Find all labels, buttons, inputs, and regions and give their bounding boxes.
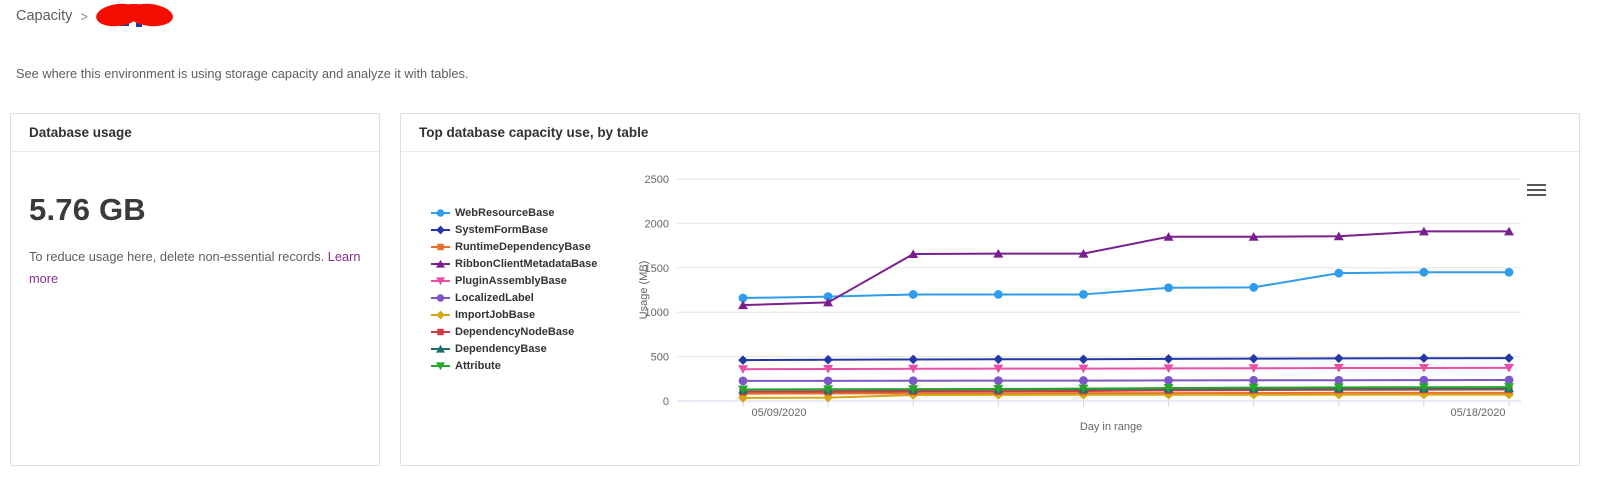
svg-text:1500: 1500: [645, 263, 669, 275]
triangle-marker-icon: [431, 344, 450, 353]
triangle-down-marker-icon: [431, 361, 450, 370]
legend-label: RibbonClientMetadataBase: [455, 257, 598, 270]
legend-item-DependencyBase[interactable]: DependencyBase: [431, 340, 597, 357]
square-marker-icon: [431, 243, 450, 250]
svg-text:500: 500: [651, 352, 669, 364]
svg-text:Day in range: Day in range: [1080, 421, 1142, 433]
triangle-marker-icon: [431, 259, 450, 268]
svg-text:1000: 1000: [645, 307, 669, 319]
breadcrumb-separator-icon: >: [80, 8, 89, 24]
redaction-scribble-icon: [96, 3, 173, 27]
legend-item-LocalizedLabel[interactable]: LocalizedLabel: [431, 289, 597, 306]
learn-more-link[interactable]: Learn more: [29, 249, 361, 287]
triangle-down-marker-icon: [431, 276, 450, 285]
legend-label: ImportJobBase: [455, 308, 536, 321]
square-marker-icon: [431, 328, 450, 335]
circle-marker-icon: [431, 208, 450, 217]
redacted-environment-name: [96, 3, 174, 29]
database-usage-value: 5.76 GB: [29, 192, 146, 227]
svg-text:05/09/2020: 05/09/2020: [751, 407, 806, 419]
legend-label: WebResourceBase: [455, 206, 555, 219]
breadcrumb: Capacity >: [16, 3, 174, 29]
chart-card: Top database capacity use, by table 0 500…: [400, 113, 1580, 466]
svg-text:05/18/2020: 05/18/2020: [1450, 407, 1505, 419]
hamburger-icon: [1527, 183, 1546, 187]
svg-text:Usage (MB): Usage (MB): [638, 261, 650, 320]
chart-context-menu-button[interactable]: [1525, 180, 1549, 200]
legend-label: Attribute: [455, 359, 501, 372]
legend-label: RuntimeDependencyBase: [455, 240, 591, 253]
database-usage-card: Database usage 5.76 GB To reduce usage h…: [10, 113, 380, 466]
legend-label: SystemFormBase: [455, 223, 548, 236]
breadcrumb-capacity-link[interactable]: Capacity: [16, 8, 73, 24]
line-chart-plot: 0 500 1000 1500 2000 2500 05/09/2020 05/18/2020…: [638, 174, 1521, 433]
capacity-chart: 0 500 1000 1500 2000 2500 05/09/2020 05/18/2020…: [401, 152, 1579, 465]
page-description: See where this environment is using stor…: [16, 66, 469, 81]
legend-item-DependencyNodeBase[interactable]: DependencyNodeBase: [431, 323, 597, 340]
legend-item-PluginAssemblyBase[interactable]: PluginAssemblyBase: [431, 272, 597, 289]
chart-card-title: Top database capacity use, by table: [401, 114, 1579, 152]
legend-item-Attribute[interactable]: Attribute: [431, 357, 597, 374]
database-usage-description: To reduce usage here, delete non-essenti…: [29, 246, 371, 291]
legend-item-SystemFormBase[interactable]: SystemFormBase: [431, 221, 597, 238]
circle-marker-icon: [431, 293, 450, 302]
legend-label: LocalizedLabel: [455, 291, 534, 304]
diamond-marker-icon: [431, 225, 450, 234]
chart-legend: WebResourceBase SystemFormBase RuntimeDepe…: [431, 204, 597, 374]
legend-label: DependencyBase: [455, 342, 547, 355]
legend-item-WebResourceBase[interactable]: WebResourceBase: [431, 204, 597, 221]
svg-text:2500: 2500: [645, 174, 669, 186]
legend-label: PluginAssemblyBase: [455, 274, 567, 287]
usage-description-text: To reduce usage here, delete non-essenti…: [29, 249, 325, 264]
legend-item-ImportJobBase[interactable]: ImportJobBase: [431, 306, 597, 323]
legend-label: DependencyNodeBase: [455, 325, 575, 338]
svg-text:0: 0: [663, 396, 669, 408]
legend-item-RibbonClientMetadataBase[interactable]: RibbonClientMetadataBase: [431, 255, 597, 272]
diamond-marker-icon: [431, 310, 450, 319]
database-usage-card-title: Database usage: [11, 114, 379, 152]
legend-item-RuntimeDependencyBase[interactable]: RuntimeDependencyBase: [431, 238, 597, 255]
svg-text:2000: 2000: [645, 218, 669, 230]
